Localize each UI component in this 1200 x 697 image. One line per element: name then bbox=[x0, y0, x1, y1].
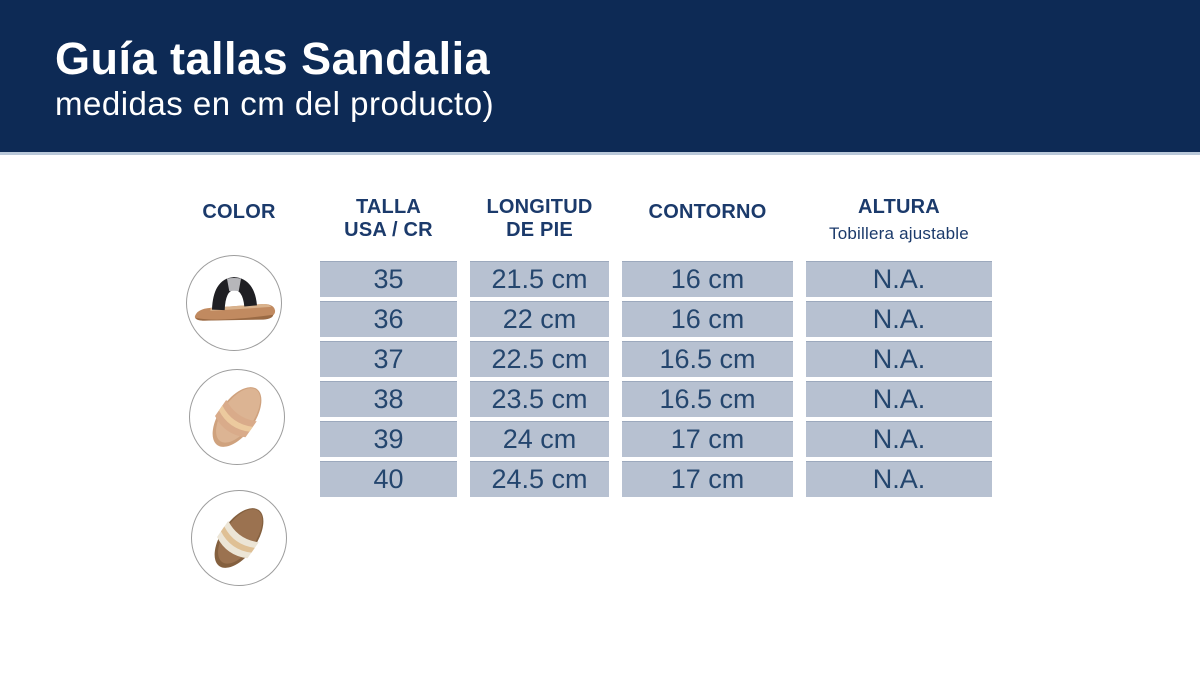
cell-contorno-r5: 17 cm bbox=[622, 461, 793, 497]
product-photo-black-sandal bbox=[186, 255, 282, 351]
cell-talla-r2: 37 bbox=[320, 341, 457, 377]
cell-longitud-r0: 21.5 cm bbox=[470, 261, 609, 297]
sandal-cream-gold-band-image bbox=[214, 508, 264, 568]
cell-altura-r1: N.A. bbox=[806, 301, 992, 337]
cell-altura-r5: N.A. bbox=[806, 461, 992, 497]
column-header-longitud: LONGITUD DE PIE bbox=[470, 196, 609, 242]
cell-contorno-r1: 16 cm bbox=[622, 301, 793, 337]
cell-longitud-r3: 23.5 cm bbox=[470, 381, 609, 417]
cell-altura-r2: N.A. bbox=[806, 341, 992, 377]
cell-contorno-r2: 16.5 cm bbox=[622, 341, 793, 377]
cell-longitud-r4: 24 cm bbox=[470, 421, 609, 457]
column-header-altura-label: ALTURA bbox=[858, 196, 940, 218]
column-header-altura-note: Tobillera ajustable bbox=[829, 224, 969, 243]
cell-altura-r4: N.A. bbox=[806, 421, 992, 457]
page-subtitle: medidas en cm del producto) bbox=[55, 84, 495, 122]
cell-longitud-r1: 22 cm bbox=[470, 301, 609, 337]
column-header-talla-line2: USA / CR bbox=[344, 219, 433, 241]
cell-talla-r3: 38 bbox=[320, 381, 457, 417]
cell-talla-r5: 40 bbox=[320, 461, 457, 497]
cell-contorno-r3: 16.5 cm bbox=[622, 381, 793, 417]
product-photo-cream-sandal bbox=[191, 490, 287, 586]
sandal-black-silver-band-image bbox=[194, 277, 276, 321]
column-header-altura: ALTURA Tobillera ajustable bbox=[781, 196, 1017, 245]
column-header-color: COLOR bbox=[202, 201, 276, 223]
column-header-contorno: CONTORNO bbox=[648, 201, 767, 223]
cell-talla-r0: 35 bbox=[320, 261, 457, 297]
page-title: Guía tallas Sandalia bbox=[55, 33, 491, 84]
header-banner: Guía tallas Sandalia medidas en cm del p… bbox=[0, 0, 1200, 155]
cell-talla-r4: 39 bbox=[320, 421, 457, 457]
column-header-longitud-line2: DE PIE bbox=[506, 219, 573, 241]
column-header-talla: TALLA USA / CR bbox=[320, 196, 457, 242]
sandal-nude-gold-band-image bbox=[212, 387, 262, 447]
cell-altura-r3: N.A. bbox=[806, 381, 992, 417]
product-photo-nude-sandal bbox=[189, 369, 285, 465]
cell-longitud-r5: 24.5 cm bbox=[470, 461, 609, 497]
column-header-talla-line1: TALLA bbox=[355, 196, 422, 218]
cell-talla-r1: 36 bbox=[320, 301, 457, 337]
column-header-longitud-line1: LONGITUD bbox=[486, 196, 593, 218]
cell-altura-r0: N.A. bbox=[806, 261, 992, 297]
cell-contorno-r0: 16 cm bbox=[622, 261, 793, 297]
cell-longitud-r2: 22.5 cm bbox=[470, 341, 609, 377]
cell-contorno-r4: 17 cm bbox=[622, 421, 793, 457]
